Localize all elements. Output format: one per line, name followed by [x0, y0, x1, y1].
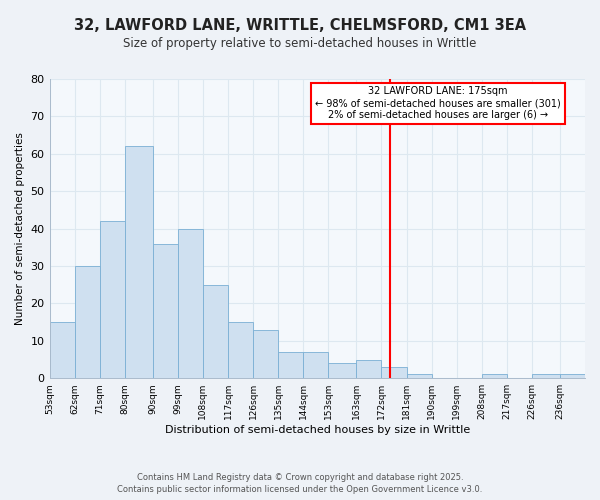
Bar [74, 266, 100, 378]
Text: Contains HM Land Registry data © Crown copyright and database right 2025.: Contains HM Land Registry data © Crown c… [137, 472, 463, 482]
Bar [228, 322, 253, 378]
Bar [382, 367, 407, 378]
X-axis label: Distribution of semi-detached houses by size in Writtle: Distribution of semi-detached houses by … [164, 425, 470, 435]
Bar [560, 374, 585, 378]
Y-axis label: Number of semi-detached properties: Number of semi-detached properties [15, 132, 25, 325]
Bar [304, 352, 328, 378]
Bar [153, 244, 178, 378]
Text: Size of property relative to semi-detached houses in Writtle: Size of property relative to semi-detach… [124, 38, 476, 51]
Bar [407, 374, 431, 378]
Bar [328, 363, 356, 378]
Bar [356, 360, 382, 378]
Text: 32, LAWFORD LANE, WRITTLE, CHELMSFORD, CM1 3EA: 32, LAWFORD LANE, WRITTLE, CHELMSFORD, C… [74, 18, 526, 32]
Bar [100, 221, 125, 378]
Text: Contains public sector information licensed under the Open Government Licence v3: Contains public sector information licen… [118, 485, 482, 494]
Bar [253, 330, 278, 378]
Bar [178, 228, 203, 378]
Bar [203, 284, 228, 378]
Bar [278, 352, 304, 378]
Text: 32 LAWFORD LANE: 175sqm
← 98% of semi-detached houses are smaller (301)
2% of se: 32 LAWFORD LANE: 175sqm ← 98% of semi-de… [315, 86, 560, 120]
Bar [532, 374, 560, 378]
Bar [125, 146, 153, 378]
Bar [482, 374, 507, 378]
Bar [50, 322, 74, 378]
